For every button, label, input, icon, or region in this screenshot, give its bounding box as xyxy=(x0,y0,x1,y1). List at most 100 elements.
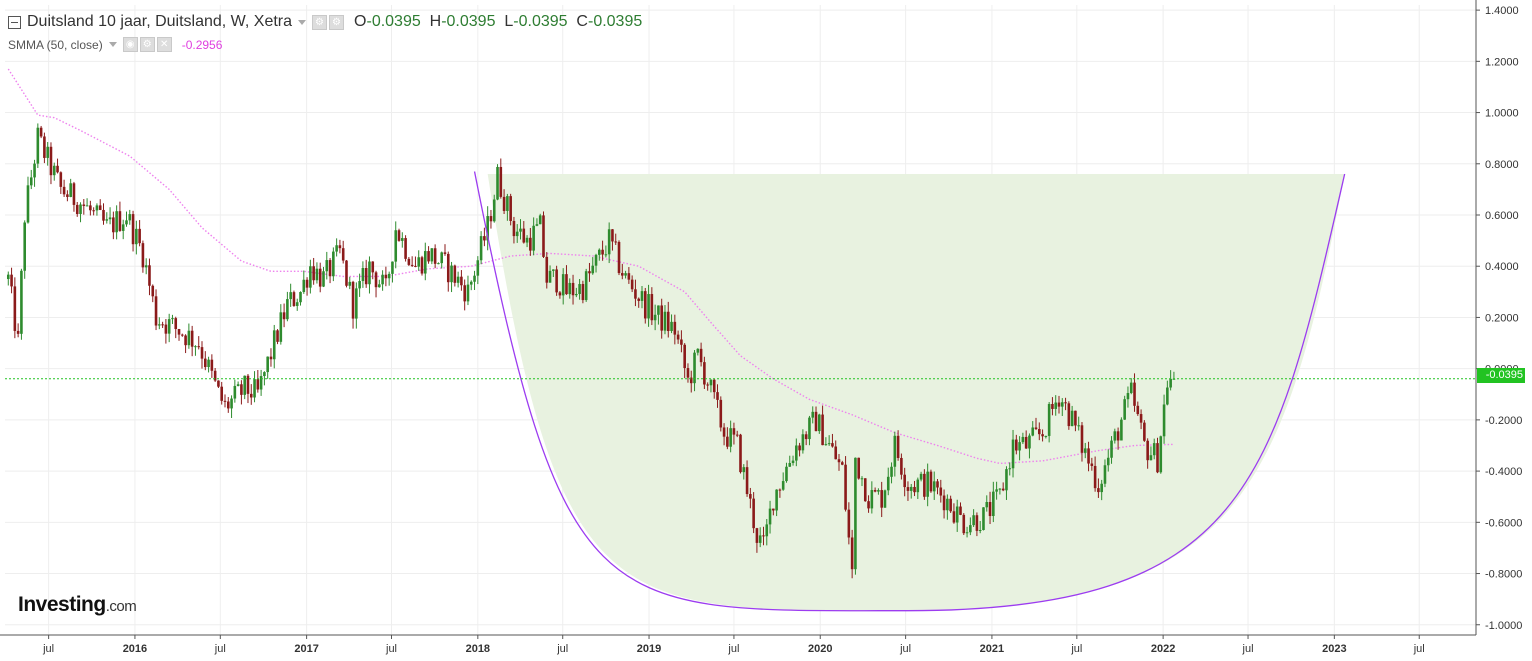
x-tick-label: jul xyxy=(385,643,397,655)
high-label: H xyxy=(429,13,442,30)
candle xyxy=(154,296,158,326)
candle xyxy=(752,498,755,529)
candle xyxy=(791,460,795,464)
candle xyxy=(824,444,828,446)
candle xyxy=(430,248,434,262)
candles xyxy=(6,123,1176,579)
chevron-down-icon[interactable] xyxy=(108,42,117,47)
candle xyxy=(942,495,946,511)
settings-icon[interactable]: ⚙ xyxy=(139,37,155,52)
candle xyxy=(371,261,375,273)
x-tick-label: jul xyxy=(1413,643,1425,655)
candle xyxy=(460,276,463,286)
candle xyxy=(361,267,365,282)
candle xyxy=(1041,434,1044,437)
candle xyxy=(1103,465,1107,484)
candle xyxy=(834,446,838,460)
candle xyxy=(643,291,647,319)
candle xyxy=(515,231,519,237)
candle xyxy=(722,427,726,437)
candle xyxy=(236,384,240,386)
candle xyxy=(607,229,611,255)
candle xyxy=(161,324,164,326)
candle xyxy=(72,183,76,205)
candle xyxy=(873,490,877,492)
candle xyxy=(177,329,181,335)
candle xyxy=(20,270,23,334)
candle xyxy=(768,508,772,525)
settings-icon[interactable]: ⚙ xyxy=(312,14,328,30)
candle xyxy=(801,434,805,451)
candle xyxy=(630,279,634,290)
candle xyxy=(423,251,427,274)
candle xyxy=(496,166,499,200)
candle xyxy=(351,281,355,319)
candle xyxy=(946,498,949,511)
candle xyxy=(414,265,417,267)
candle xyxy=(863,478,867,502)
candle xyxy=(512,220,516,237)
candle xyxy=(433,248,437,264)
candle xyxy=(23,222,27,271)
candle xyxy=(417,257,421,267)
candle xyxy=(502,196,506,211)
candle xyxy=(259,376,263,390)
candle xyxy=(397,230,401,241)
candle xyxy=(992,491,995,517)
candle xyxy=(972,515,975,526)
candle xyxy=(121,224,125,231)
cup-arc-drawing[interactable] xyxy=(5,171,1476,612)
candle xyxy=(79,204,82,214)
candle xyxy=(49,146,53,176)
candle xyxy=(778,489,782,491)
candle xyxy=(338,245,342,249)
candle xyxy=(640,291,644,301)
collapse-icon[interactable] xyxy=(8,15,21,29)
candle xyxy=(969,525,972,533)
candle xyxy=(276,330,279,342)
candle xyxy=(870,490,874,509)
symbol-title[interactable]: Duitsland 10 jaar, Duitsland, W, Xetra xyxy=(27,13,293,30)
indicator-value: -0.2956 xyxy=(181,37,223,52)
candle xyxy=(26,185,30,223)
y-tick-label: 1.0000 xyxy=(1485,108,1519,120)
candle xyxy=(404,238,407,259)
candle xyxy=(982,507,985,531)
candle xyxy=(804,434,808,440)
format-icon[interactable]: ⚙ xyxy=(329,14,345,30)
candle xyxy=(857,457,861,479)
candle xyxy=(1136,405,1140,415)
candle xyxy=(345,260,348,286)
y-tick-label: -1.0000 xyxy=(1485,620,1522,632)
candle xyxy=(578,284,581,295)
candle xyxy=(391,261,394,274)
candle xyxy=(286,299,289,320)
candle xyxy=(962,514,966,534)
close-icon[interactable]: ✕ xyxy=(156,37,172,52)
investing-logo: Investing.com xyxy=(18,593,137,617)
candle xyxy=(670,321,673,332)
x-tick-label: 2019 xyxy=(637,643,661,655)
indicator-label[interactable]: SMMA (50, close) xyxy=(8,37,103,52)
candle xyxy=(299,291,302,303)
eye-icon[interactable]: ◉ xyxy=(122,37,138,52)
candle xyxy=(213,370,217,381)
candle xyxy=(322,271,325,287)
candle xyxy=(620,273,624,276)
candle xyxy=(735,434,739,436)
candle xyxy=(295,302,299,306)
candle xyxy=(896,435,900,458)
x-tick-label: jul xyxy=(42,643,54,655)
logo-domain: .com xyxy=(105,598,137,615)
logo-text: Investing xyxy=(18,593,106,616)
candle xyxy=(525,237,529,243)
candle xyxy=(519,228,522,232)
candle xyxy=(998,488,1002,490)
candle xyxy=(788,463,792,467)
candle xyxy=(374,272,378,288)
candle xyxy=(355,288,358,319)
chevron-down-icon[interactable] xyxy=(298,19,307,25)
candle xyxy=(200,347,204,359)
candle xyxy=(223,400,227,402)
